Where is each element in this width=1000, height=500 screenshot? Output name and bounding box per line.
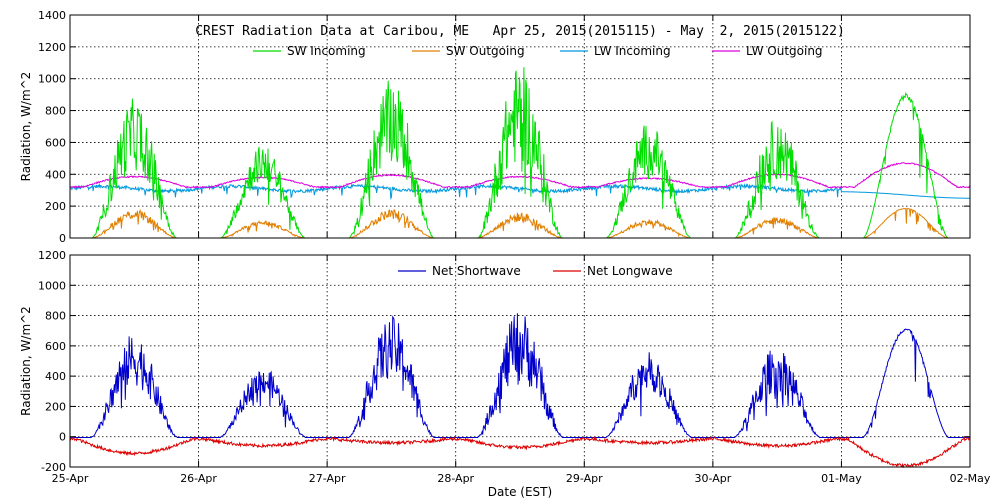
x-tick-label: 28-Apr <box>437 472 474 485</box>
series-line-lw-incoming <box>70 182 970 200</box>
x-axis-label: Date (EST) <box>488 485 552 499</box>
series-line-net-longwave <box>69 436 971 469</box>
legend-label: LW Outgoing <box>746 44 823 58</box>
top-plot-frame <box>69 14 971 239</box>
bottom-series <box>69 313 971 469</box>
x-tick-label: 30-Apr <box>694 472 731 485</box>
bottom-y-axis-label: Radiation, W/m^2 <box>19 306 33 416</box>
x-tick-label: 29-Apr <box>566 472 603 485</box>
y-tick-label: 0 <box>59 232 66 245</box>
legend-label: Net Shortwave <box>432 264 521 278</box>
chart-title: CREST Radiation Data at Caribou, ME Apr … <box>195 24 845 39</box>
x-tick-label: 27-Apr <box>309 472 346 485</box>
y-tick-label: 1000 <box>38 73 66 86</box>
x-tick-label: 26-Apr <box>180 472 217 485</box>
x-tick-label: 02-May <box>950 472 991 485</box>
bottom-panel: -200 0 200 400 600 800 1000 1200 25-Apr 26-Apr 27… <box>19 249 991 499</box>
y-tick-label: -200 <box>41 461 66 474</box>
y-tick-label: 1400 <box>38 9 66 22</box>
top-grid <box>69 14 971 239</box>
y-tick-label: 600 <box>45 136 66 149</box>
y-tick-label: 800 <box>45 310 66 323</box>
y-tick-label: 600 <box>45 340 66 353</box>
y-tick-label: 200 <box>45 400 66 413</box>
top-y-axis-label: Radiation, W/m^2 <box>19 72 33 182</box>
x-tick-label: 25-Apr <box>52 472 89 485</box>
bottom-plot-frame <box>69 254 971 468</box>
y-tick-label: 800 <box>45 105 66 118</box>
top-y-tick-labels: 0 200 400 600 800 1000 1200 1400 <box>38 9 66 245</box>
legend-label: SW Outgoing <box>446 44 525 58</box>
y-tick-label: 0 <box>59 431 66 444</box>
top-legend: SW Incoming SW Outgoing LW Incoming LW Outg… <box>253 44 823 58</box>
bottom-x-tick-labels: 25-Apr 26-Apr 27-Apr 28-Apr 29-Apr 30-Apr 01-M… <box>52 472 991 485</box>
x-tick-label: 01-May <box>821 472 862 485</box>
legend-label: SW Incoming <box>287 44 366 58</box>
legend-label: LW Incoming <box>594 44 671 58</box>
series-line-net-shortwave <box>70 313 970 438</box>
series-line-lw-outgoing <box>69 162 971 189</box>
y-tick-label: 400 <box>45 168 66 181</box>
bottom-y-tick-labels: -200 0 200 400 600 800 1000 1200 <box>38 249 66 474</box>
y-tick-label: 200 <box>45 200 66 213</box>
y-tick-label: 1000 <box>38 279 66 292</box>
top-panel: 0 200 400 600 800 1000 1200 1400 Radiation, W/m… <box>19 9 971 245</box>
y-tick-label: 1200 <box>38 249 66 262</box>
y-tick-label: 1200 <box>38 41 66 54</box>
bottom-legend: Net Shortwave Net Longwave <box>398 264 673 278</box>
y-tick-label: 400 <box>45 370 66 383</box>
legend-label: Net Longwave <box>587 264 673 278</box>
